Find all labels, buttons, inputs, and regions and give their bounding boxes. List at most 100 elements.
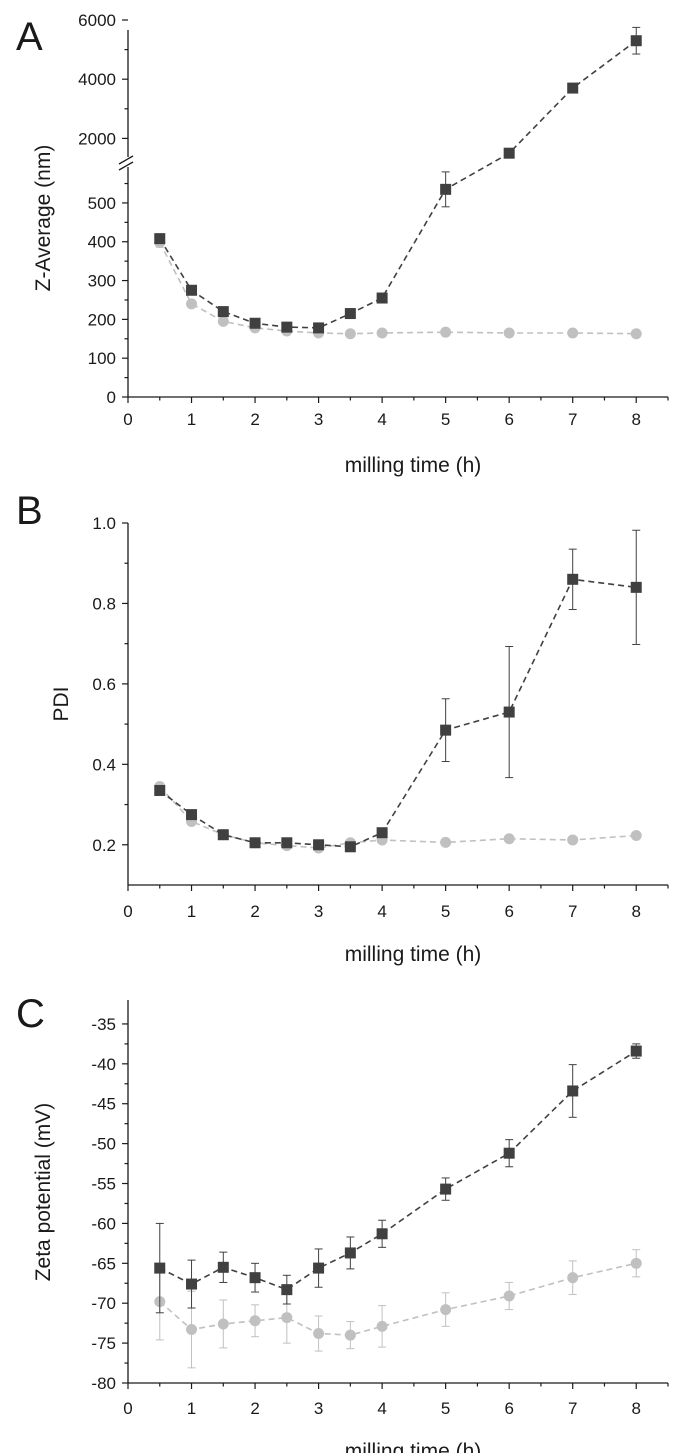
- x-tick-label: 8: [632, 1399, 641, 1418]
- x-tick-label: 6: [504, 902, 513, 921]
- data-point-square: [313, 322, 325, 334]
- data-point-circle: [217, 315, 229, 327]
- x-tick-label: 1: [187, 410, 196, 429]
- data-point-square: [217, 829, 229, 841]
- series-line: [159, 40, 637, 329]
- y-axis-label: PDI: [50, 686, 73, 721]
- data-point-square: [186, 1278, 198, 1290]
- y-tick-label: 4000: [78, 70, 116, 89]
- x-tick-label: 2: [250, 410, 259, 429]
- y-tick-label: 6000: [78, 11, 116, 30]
- data-point-circle: [630, 830, 642, 842]
- data-point-circle: [630, 328, 642, 340]
- x-tick-label: 2: [250, 1399, 259, 1418]
- data-point-square: [567, 1085, 579, 1097]
- x-tick-label: 4: [377, 902, 386, 921]
- data-point-circle: [344, 328, 356, 340]
- data-point-circle: [440, 326, 452, 338]
- y-tick-label: 400: [88, 233, 116, 252]
- x-tick-label: 5: [441, 1399, 450, 1418]
- data-point-square: [376, 292, 388, 304]
- y-tick-label: -80: [91, 1374, 116, 1393]
- data-point-square: [313, 839, 325, 851]
- x-tick-label: 1: [187, 902, 196, 921]
- x-tick-label: 6: [504, 410, 513, 429]
- x-tick-label: 6: [504, 1399, 513, 1418]
- data-point-square: [217, 1261, 229, 1273]
- x-tick-label: 2: [250, 902, 259, 921]
- data-point-circle: [186, 1324, 198, 1336]
- data-point-square: [376, 1228, 388, 1240]
- x-tick-label: 0: [123, 1399, 132, 1418]
- data-point-square: [630, 35, 642, 47]
- x-axis-label: milling time (h): [345, 1440, 482, 1453]
- data-point-square: [376, 827, 388, 839]
- data-point-circle: [376, 327, 388, 339]
- y-tick-label: -70: [91, 1294, 116, 1313]
- data-point-circle: [440, 1304, 452, 1316]
- data-point-square: [630, 581, 642, 593]
- data-point-circle: [313, 1328, 325, 1340]
- y-tick-label: -55: [91, 1175, 116, 1194]
- data-point-circle: [503, 1290, 515, 1302]
- y-axis-label: Zeta potential (mV): [32, 1103, 55, 1282]
- y-axis-label: Z-Average (nm): [32, 145, 55, 292]
- x-tick-label: 8: [632, 902, 641, 921]
- y-tick-label: 2000: [78, 129, 116, 148]
- x-tick-label: 7: [568, 410, 577, 429]
- data-point-square: [503, 706, 515, 718]
- series-square: [154, 1043, 642, 1314]
- data-point-square: [186, 809, 198, 821]
- x-axis-label: milling time (h): [345, 454, 482, 477]
- x-tick-label: 5: [441, 410, 450, 429]
- series-line: [159, 785, 637, 849]
- axis-break-mark: [118, 155, 134, 165]
- series-line: [159, 242, 637, 335]
- data-point-square: [630, 1045, 642, 1057]
- y-tick-label: 0.8: [92, 594, 116, 613]
- y-tick-label: 200: [88, 310, 116, 329]
- data-point-square: [440, 724, 452, 736]
- x-tick-label: 3: [314, 902, 323, 921]
- x-tick-label: 8: [632, 410, 641, 429]
- data-point-square: [344, 841, 356, 853]
- x-tick-label: 7: [568, 1399, 577, 1418]
- x-tick-label: 1: [187, 1399, 196, 1418]
- x-tick-label: 0: [123, 902, 132, 921]
- data-point-circle: [281, 1312, 293, 1324]
- data-point-square: [249, 317, 261, 329]
- y-tick-label: -75: [91, 1334, 116, 1353]
- data-point-square: [440, 1183, 452, 1195]
- data-point-square: [567, 573, 579, 585]
- data-point-square: [313, 1262, 325, 1274]
- y-tick-label: 100: [88, 349, 116, 368]
- series-circle: [154, 237, 642, 340]
- panel-b: B 0 1 2 3 4 5 6 7 8 0.2 0.4 0.6 0.8 1.0 milling time (h…: [16, 489, 669, 966]
- data-point-circle: [344, 1329, 356, 1341]
- data-point-square: [503, 147, 515, 159]
- x-tick-label: 3: [314, 1399, 323, 1418]
- axis-break-mark: [118, 161, 134, 171]
- y-tick-label: -40: [91, 1055, 116, 1074]
- y-tick-label: -45: [91, 1095, 116, 1114]
- series-circle: [154, 780, 642, 854]
- y-tick-label: -65: [91, 1254, 116, 1273]
- data-point-square: [154, 1262, 166, 1274]
- series-line: [159, 578, 637, 848]
- y-tick-label: -60: [91, 1214, 116, 1233]
- y-tick-label: 0: [107, 388, 116, 407]
- data-point-square: [154, 233, 166, 245]
- data-point-circle: [567, 834, 579, 846]
- data-point-circle: [249, 1315, 261, 1327]
- data-point-square: [281, 1284, 293, 1296]
- y-tick-label: 300: [88, 272, 116, 291]
- data-point-square: [344, 308, 356, 320]
- data-point-square: [440, 183, 452, 195]
- series-square: [154, 529, 642, 853]
- x-axis-label: milling time (h): [345, 943, 482, 966]
- x-tick-label: 3: [314, 410, 323, 429]
- panel-a: A 0 1 2 3 4 5 6 7 8 0 100 200 300 400 500 2000 4000 6000 mi…: [16, 11, 669, 477]
- data-point-circle: [186, 298, 198, 310]
